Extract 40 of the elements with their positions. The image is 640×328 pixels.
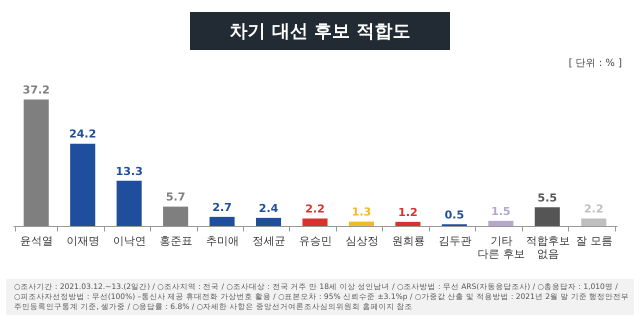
bar bbox=[256, 218, 282, 226]
x-tick-label: 윤석열 bbox=[20, 234, 54, 248]
bar bbox=[163, 206, 188, 226]
data-label: 2.7 bbox=[212, 200, 232, 214]
data-label: 0.5 bbox=[444, 208, 464, 222]
x-tick-label: 적합후보 없음 bbox=[526, 234, 570, 260]
data-label: 5.7 bbox=[166, 190, 186, 204]
bar bbox=[581, 218, 606, 226]
bar bbox=[210, 216, 235, 226]
x-tick-label: 이낙연 bbox=[113, 234, 146, 248]
bar bbox=[488, 220, 514, 226]
x-tick-label: 원희룡 bbox=[392, 234, 425, 248]
x-tick-label: 잘 모름 bbox=[576, 234, 613, 248]
chart-title: 차기 대선 후보 적합도 bbox=[190, 12, 450, 50]
bar bbox=[534, 207, 560, 226]
data-label: 37.2 bbox=[22, 84, 50, 97]
bar bbox=[24, 100, 49, 226]
text: [ 단위 : % ] bbox=[568, 57, 623, 70]
data-label: 1.5 bbox=[491, 204, 511, 218]
x-tick-label: 기타 다른 후보 bbox=[478, 234, 526, 260]
x-tick-label: 정세균 bbox=[252, 234, 286, 248]
bar bbox=[70, 144, 96, 226]
x-tick-label: 심상정 bbox=[345, 234, 378, 248]
data-label: 2.2 bbox=[584, 202, 604, 216]
data-label: 2.2 bbox=[305, 202, 325, 216]
data-label: 13.3 bbox=[116, 164, 143, 178]
data-label: 24.2 bbox=[69, 128, 96, 141]
x-tick-label: 김두관 bbox=[438, 234, 472, 248]
bar bbox=[348, 222, 374, 226]
bar bbox=[395, 222, 420, 226]
bar bbox=[116, 180, 142, 226]
x-tick-label: 이재명 bbox=[66, 234, 100, 248]
x-tick-label: 홍준표 bbox=[160, 234, 193, 248]
x-tick-label: 유승민 bbox=[299, 234, 332, 248]
data-label: 5.5 bbox=[538, 191, 558, 204]
x-tick-label: 추미애 bbox=[206, 234, 240, 248]
data-label: 2.4 bbox=[258, 202, 279, 215]
data-label: 1.2 bbox=[398, 206, 418, 219]
bar bbox=[302, 218, 328, 226]
data-label: 1.3 bbox=[352, 206, 372, 219]
